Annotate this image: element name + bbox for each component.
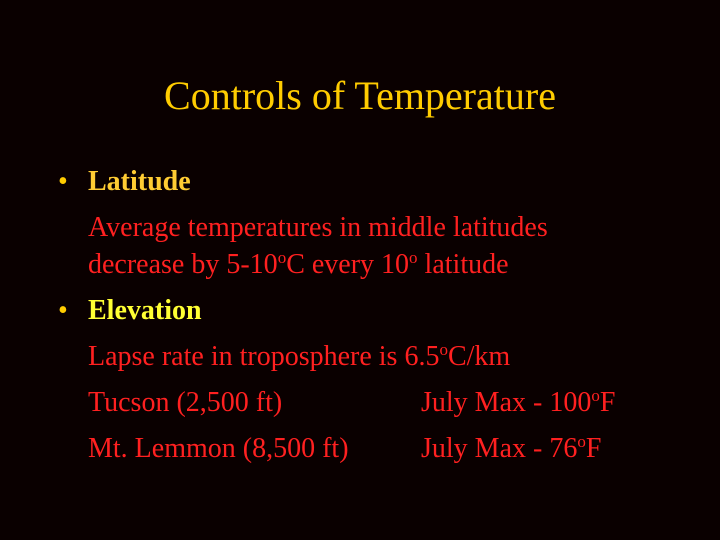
superscript: o [439, 340, 448, 359]
text-run: C every 10 [286, 249, 410, 280]
text-line: July Max - 76oF [421, 432, 602, 464]
text-run: Lapse rate in troposphere is 6.5 [88, 341, 440, 372]
text-line: Mt. Lemmon (8,500 ft) [88, 435, 349, 463]
text-line: Tucson (2,500 ft) [88, 389, 282, 417]
text-line: July Max - 100oF [421, 386, 616, 418]
superscript: o [591, 386, 600, 405]
text-run: latitude [417, 249, 509, 280]
text-run: F [585, 433, 602, 464]
bullet: • [58, 166, 68, 197]
text-run: F [599, 387, 616, 418]
superscript: o [577, 432, 586, 451]
text-line: Lapse rate in troposphere is 6.5oC/km [88, 340, 511, 372]
text-run: July Max - 76 [421, 433, 578, 464]
text-run: Tucson (2,500 ft) [88, 387, 283, 418]
bullet-label: Latitude [88, 166, 191, 197]
text-run: Average temperatures in middle latitudes [88, 212, 548, 243]
slide-title: Controls of Temperature [164, 73, 556, 118]
text-run: decrease by 5-10 [88, 249, 278, 280]
superscript: o [277, 248, 287, 267]
text-run: C/km [447, 341, 511, 372]
text-run: July Max - 100 [421, 387, 592, 418]
text-run: Mt. Lemmon (8,500 ft) [88, 433, 349, 464]
text-line: Average temperatures in middle latitudes [88, 214, 548, 242]
bullet-label: Elevation [88, 295, 202, 326]
text-line: decrease by 5-10oC every 10o latitude [88, 248, 509, 280]
superscript: o [409, 248, 418, 267]
bullet: • [58, 295, 68, 326]
